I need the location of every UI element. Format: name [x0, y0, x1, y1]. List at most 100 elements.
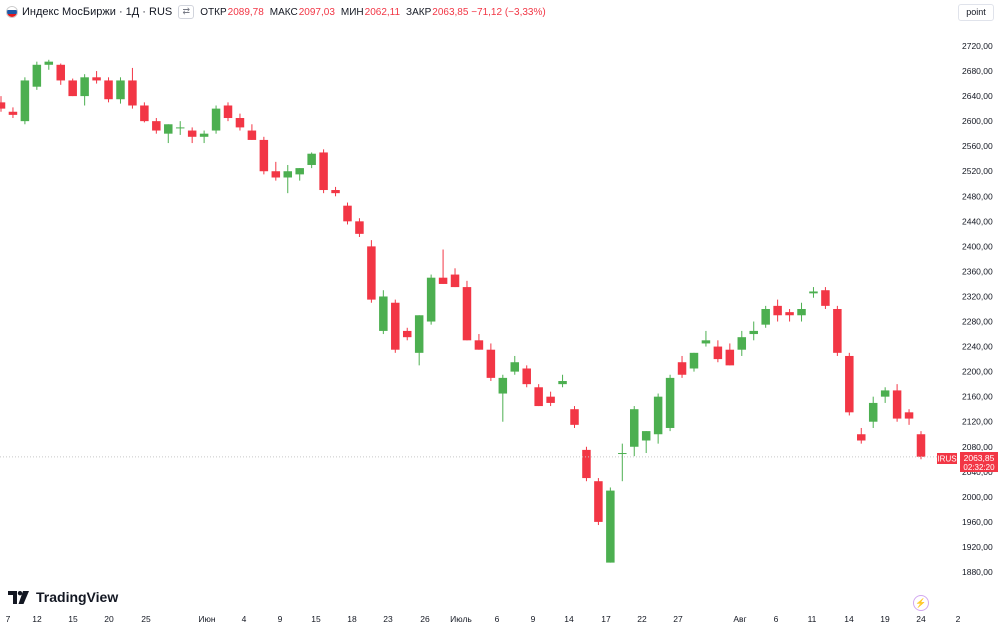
- candle-down[interactable]: [713, 346, 723, 360]
- candle-up[interactable]: [689, 352, 699, 369]
- candle-up[interactable]: [641, 431, 651, 441]
- candle-up[interactable]: [510, 362, 520, 372]
- candle-up[interactable]: [414, 315, 424, 353]
- candle-up[interactable]: [379, 296, 388, 331]
- y-tick-label: 2720,00: [962, 41, 993, 51]
- candle-up[interactable]: [283, 171, 293, 178]
- candle-down[interactable]: [402, 330, 412, 338]
- candle-down[interactable]: [892, 390, 902, 419]
- y-tick-label: 2480,00: [962, 191, 993, 201]
- candle-down[interactable]: [319, 152, 328, 191]
- symbol-label-bg: [937, 453, 957, 464]
- candle-down[interactable]: [582, 449, 591, 479]
- candle-up[interactable]: [20, 80, 30, 122]
- lightning-icon[interactable]: ⚡: [913, 595, 929, 611]
- candle-up[interactable]: [32, 64, 42, 87]
- candle-up[interactable]: [618, 453, 627, 455]
- candle-down[interactable]: [486, 349, 496, 378]
- scale-mode-button[interactable]: point: [958, 4, 994, 21]
- candle-down[interactable]: [773, 305, 782, 316]
- x-tick-label: 6: [774, 614, 779, 624]
- candle-down[interactable]: [546, 396, 555, 403]
- candle-up[interactable]: [868, 402, 878, 422]
- candle-down[interactable]: [462, 287, 472, 341]
- candle-down[interactable]: [438, 277, 448, 284]
- candle-up[interactable]: [665, 377, 675, 428]
- candle-up[interactable]: [80, 77, 89, 97]
- candle-down[interactable]: [331, 190, 340, 194]
- candle-down[interactable]: [259, 139, 269, 172]
- candle-down[interactable]: [367, 246, 376, 300]
- candle-up[interactable]: [701, 340, 711, 344]
- price-axis[interactable]: 2720,00 2680,00 2640,00 2600,00 2560,00 2520,…: [962, 41, 993, 577]
- x-tick-label: 23: [383, 614, 393, 624]
- candle-up[interactable]: [880, 390, 890, 397]
- candle-down[interactable]: [570, 409, 579, 425]
- candle-up[interactable]: [606, 490, 615, 563]
- candle-down[interactable]: [904, 412, 914, 419]
- candle-down[interactable]: [725, 349, 735, 366]
- candle-up[interactable]: [175, 127, 185, 129]
- candle-up[interactable]: [737, 337, 747, 350]
- candle-down[interactable]: [0, 102, 6, 109]
- candle-up[interactable]: [211, 108, 221, 131]
- x-tick-label: 6: [495, 614, 500, 624]
- candle-down[interactable]: [845, 355, 854, 413]
- candle-down[interactable]: [474, 340, 484, 350]
- candle-down[interactable]: [450, 274, 460, 288]
- candle-up[interactable]: [809, 291, 818, 294]
- candle-up[interactable]: [797, 309, 806, 316]
- x-tick-label: 9: [531, 614, 536, 624]
- candle-down[interactable]: [821, 290, 830, 306]
- candle-down[interactable]: [785, 312, 794, 316]
- candle-down[interactable]: [235, 118, 245, 128]
- y-tick-label: 2200,00: [962, 367, 993, 377]
- candle-down[interactable]: [355, 221, 364, 234]
- candle-up[interactable]: [653, 396, 663, 435]
- candle-up[interactable]: [558, 381, 567, 385]
- candle-up[interactable]: [629, 409, 639, 447]
- visibility-toggle-icon[interactable]: ⇄: [178, 5, 195, 19]
- candle-down[interactable]: [534, 387, 543, 407]
- candle-up[interactable]: [44, 61, 54, 65]
- candle-up[interactable]: [426, 277, 436, 322]
- candle-down[interactable]: [187, 130, 197, 137]
- candle-up[interactable]: [295, 168, 304, 175]
- candle-down[interactable]: [8, 111, 18, 115]
- candle-down[interactable]: [68, 80, 77, 97]
- open-label: ОТКР: [200, 6, 227, 18]
- candle-down[interactable]: [247, 130, 257, 140]
- candle-up[interactable]: [199, 133, 209, 137]
- y-tick-label: 1920,00: [962, 542, 993, 552]
- candle-down[interactable]: [271, 171, 281, 178]
- price-tag: IRUS 2063,85 02:32:20: [937, 452, 998, 472]
- candle-down[interactable]: [916, 434, 926, 457]
- x-tick-label: 15: [68, 614, 78, 624]
- candle-down[interactable]: [391, 302, 400, 350]
- tradingview-logo[interactable]: TradingView: [8, 589, 118, 605]
- candle-up[interactable]: [307, 153, 316, 165]
- y-tick-label: 2280,00: [962, 317, 993, 327]
- candle-down[interactable]: [833, 309, 842, 353]
- candle-down[interactable]: [128, 80, 137, 106]
- candle-down[interactable]: [104, 80, 113, 100]
- candle-up[interactable]: [749, 330, 758, 335]
- candle-down[interactable]: [857, 434, 866, 441]
- candle-down[interactable]: [92, 77, 101, 81]
- candle-down[interactable]: [56, 64, 65, 81]
- candle-down[interactable]: [140, 105, 149, 122]
- candle-down[interactable]: [522, 368, 531, 385]
- candle-up[interactable]: [116, 80, 125, 100]
- symbol-title[interactable]: Индекс МосБиржи · 1Д · RUS: [22, 6, 173, 18]
- candle-up[interactable]: [498, 377, 508, 394]
- candle-up[interactable]: [164, 124, 173, 134]
- time-axis[interactable]: 7 12 15 20 25 Июн 4 9 15 18 23 26 Июль 6 9 14 17 22 27 Авг 6…: [6, 614, 961, 624]
- candle-down[interactable]: [343, 205, 352, 222]
- logo-text: TradingView: [36, 589, 119, 605]
- candle-down[interactable]: [223, 105, 233, 119]
- candle-up[interactable]: [761, 309, 770, 325]
- candle-down[interactable]: [594, 481, 603, 522]
- candle-down[interactable]: [152, 121, 161, 131]
- candle-down[interactable]: [677, 362, 687, 375]
